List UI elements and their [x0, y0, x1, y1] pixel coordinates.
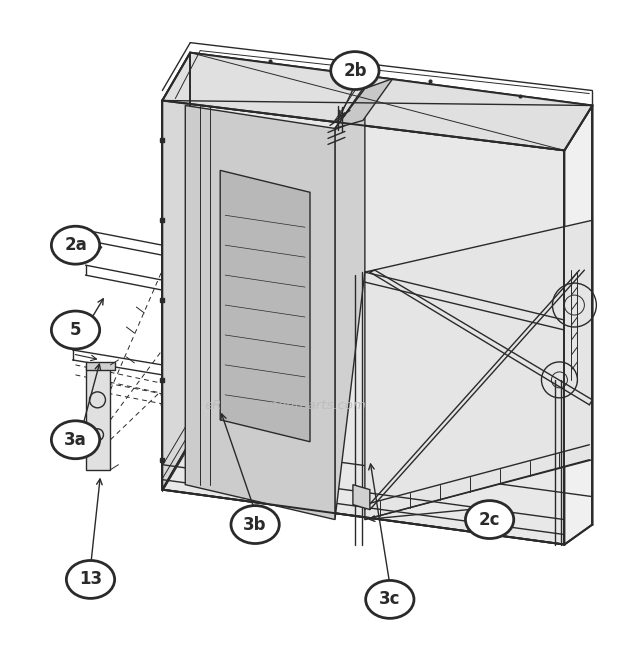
Polygon shape [86, 365, 110, 470]
Polygon shape [86, 362, 115, 370]
Polygon shape [162, 53, 592, 150]
Text: 5: 5 [70, 321, 81, 339]
Polygon shape [220, 170, 310, 442]
Polygon shape [564, 106, 592, 544]
Polygon shape [185, 106, 335, 519]
Ellipse shape [51, 421, 100, 459]
Text: 3a: 3a [64, 431, 87, 449]
Polygon shape [335, 79, 393, 129]
Ellipse shape [466, 501, 514, 539]
Polygon shape [190, 53, 592, 525]
Text: 3c: 3c [379, 591, 401, 609]
Ellipse shape [366, 580, 414, 618]
Polygon shape [365, 220, 592, 519]
Text: 3b: 3b [244, 515, 267, 533]
Text: 2c: 2c [479, 511, 500, 529]
Polygon shape [353, 484, 370, 510]
Polygon shape [335, 88, 365, 519]
Ellipse shape [330, 51, 379, 90]
Text: 13: 13 [79, 570, 102, 589]
Polygon shape [162, 100, 564, 544]
Text: 2b: 2b [343, 61, 366, 80]
Ellipse shape [66, 560, 115, 599]
Ellipse shape [231, 506, 279, 544]
Polygon shape [162, 53, 190, 490]
Ellipse shape [51, 226, 100, 264]
Text: 2a: 2a [64, 236, 87, 254]
Text: eReplacementParts.com: eReplacementParts.com [205, 399, 366, 412]
Ellipse shape [51, 311, 100, 349]
